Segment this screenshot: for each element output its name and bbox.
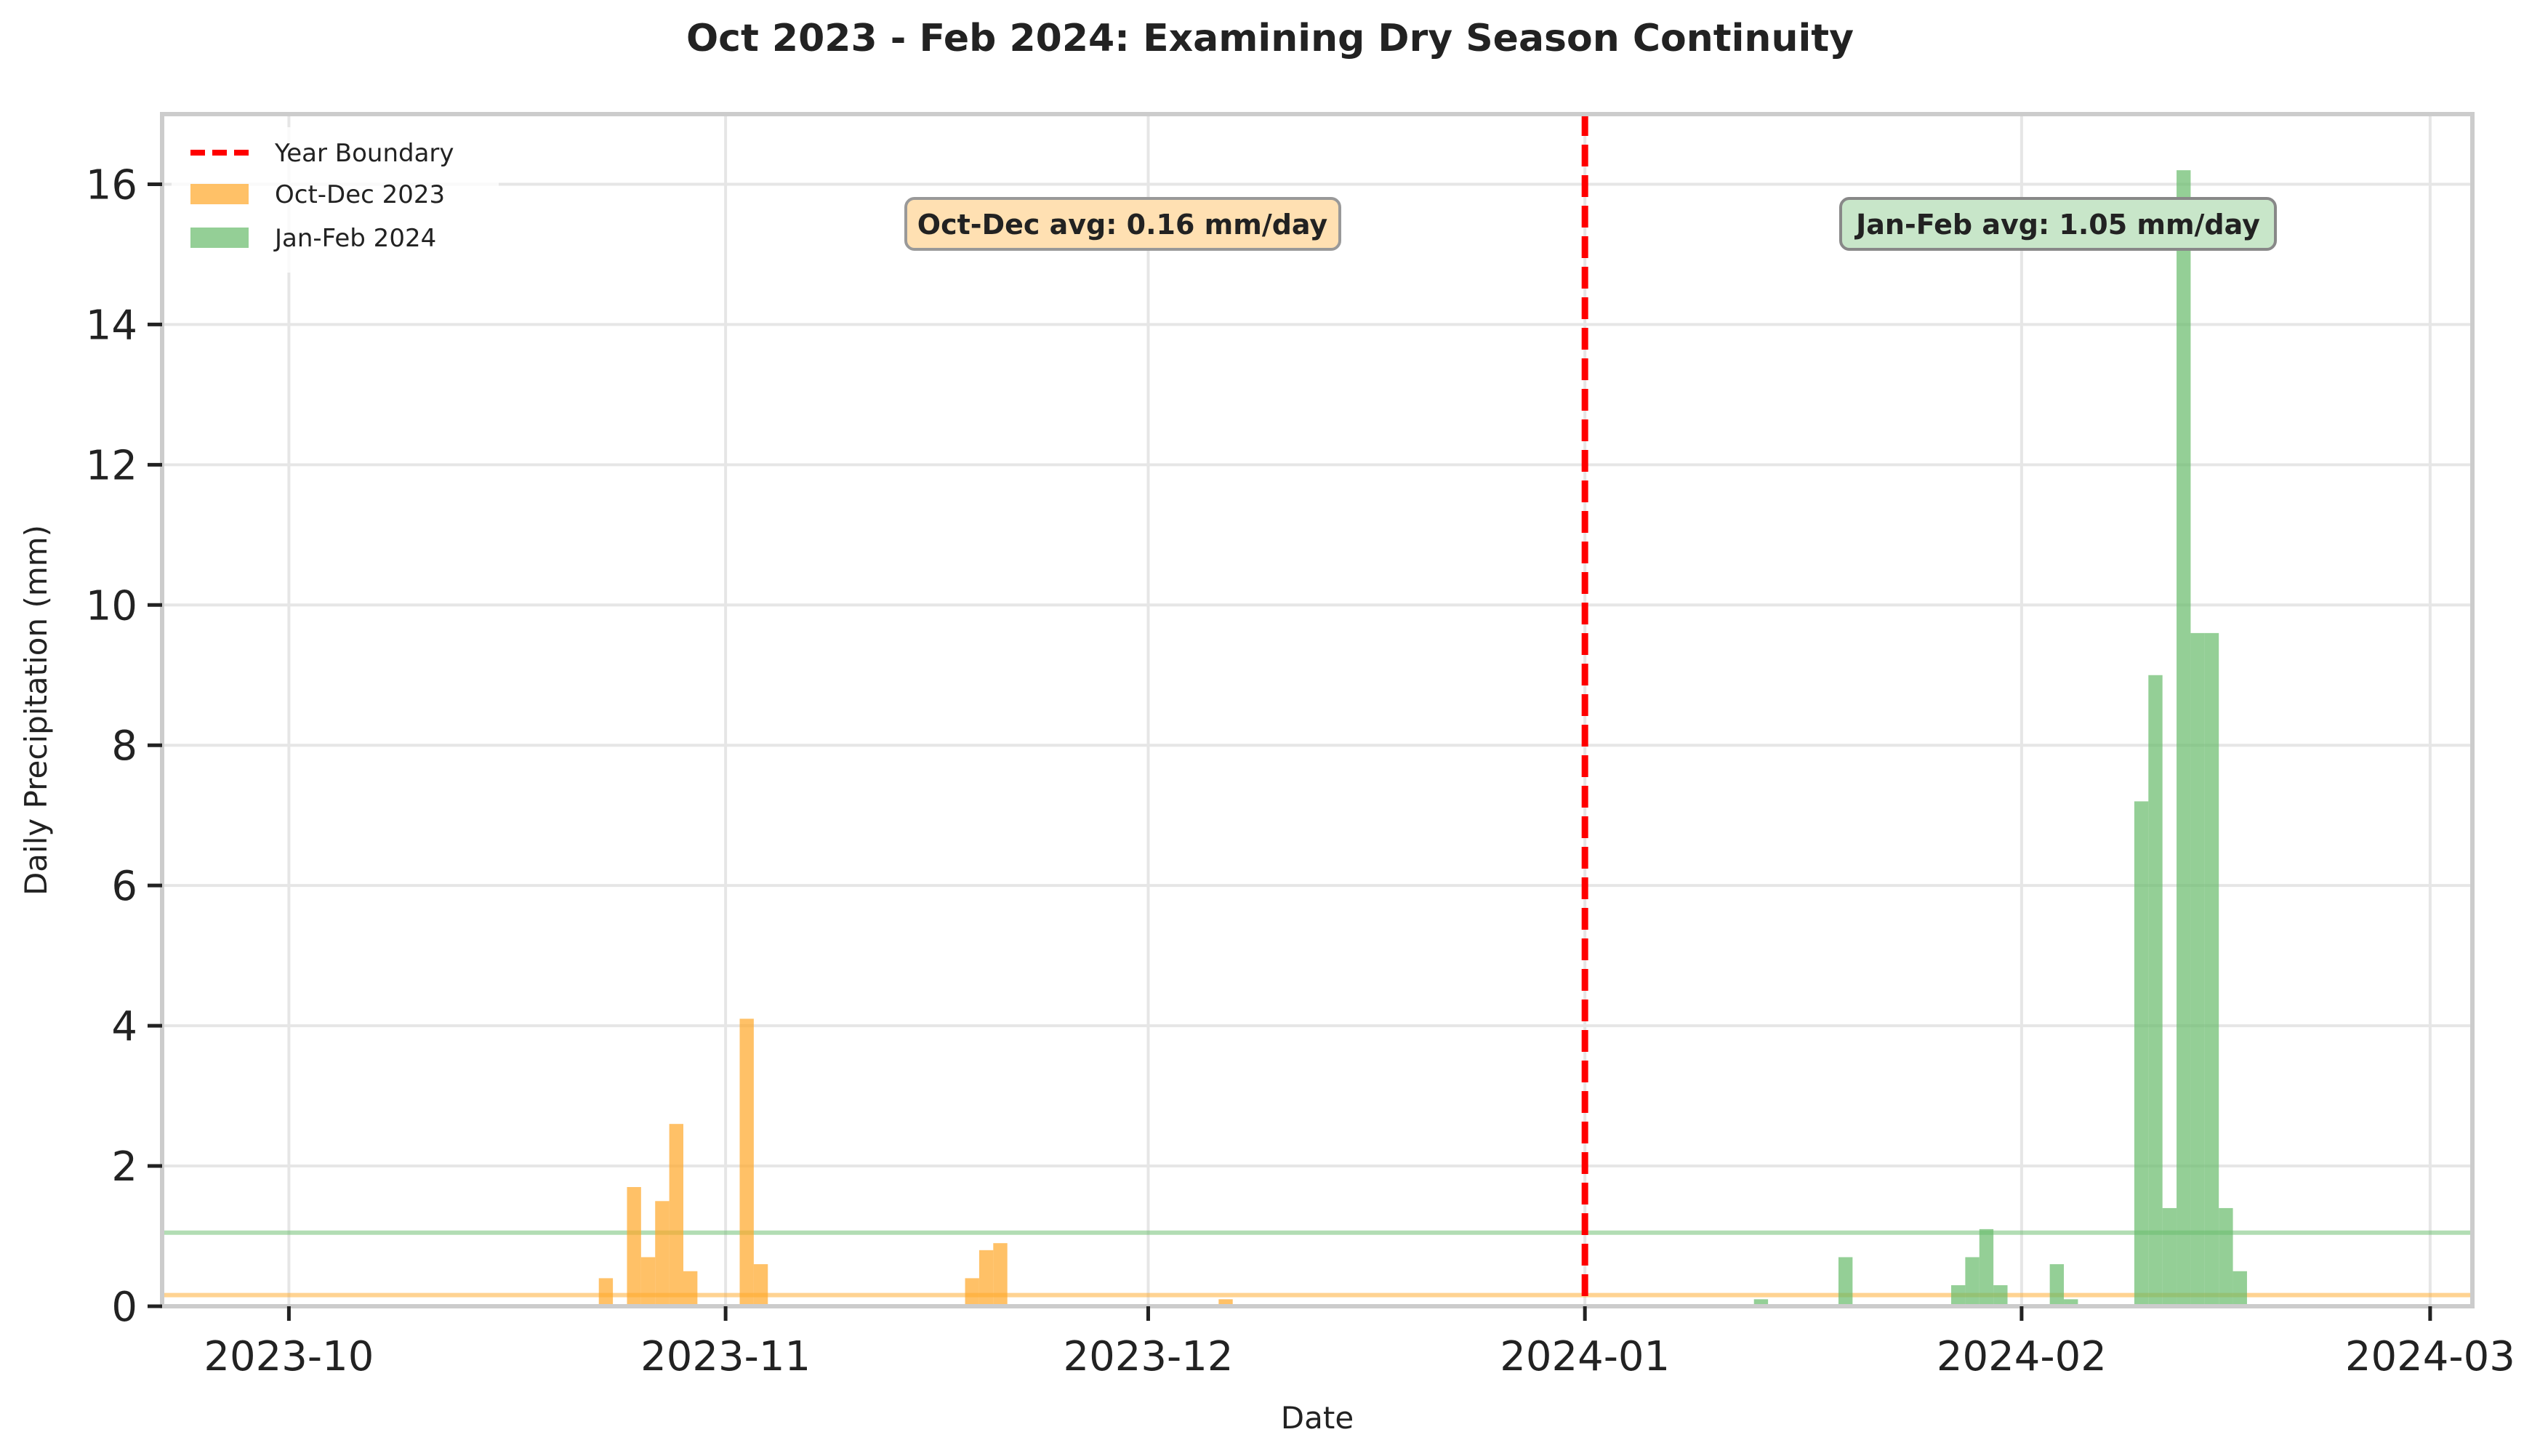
precip-bar xyxy=(2134,801,2149,1306)
y-tick-label: 12 xyxy=(86,442,137,489)
precip-bar xyxy=(1965,1257,1980,1306)
precip-bar xyxy=(2049,1264,2065,1306)
legend-swatch-jan-feb xyxy=(190,228,249,248)
annotation-jan-feb: Jan-Feb avg: 1.05 mm/day xyxy=(1839,197,2277,251)
precip-bar xyxy=(669,1124,683,1306)
precip-bar xyxy=(1753,1299,1769,1306)
precip-bar xyxy=(2204,632,2219,1306)
y-tick-label: 10 xyxy=(86,582,137,630)
annotation-jan-feb-text: Jan-Feb avg: 1.05 mm/day xyxy=(1854,209,2260,241)
legend: Year Boundary Oct-Dec 2023 Jan-Feb 2024 xyxy=(172,127,499,273)
y-axis-ticks: 0 2 4 6 8 10 12 14 16 xyxy=(86,161,162,1331)
precip-bar xyxy=(978,1250,994,1306)
average-lines xyxy=(162,1230,2472,1298)
precip-bar xyxy=(965,1278,979,1306)
precip-bar xyxy=(753,1264,768,1306)
annotation-oct-dec: Oct-Dec avg: 0.16 mm/day xyxy=(904,197,1341,251)
precip-bar xyxy=(739,1018,754,1306)
precip-bar xyxy=(993,1243,1008,1306)
precip-bar xyxy=(1979,1228,1994,1306)
chart-title: Oct 2023 - Feb 2024: Examining Dry Seaso… xyxy=(686,17,1854,60)
y-tick-label: 8 xyxy=(111,723,137,770)
precip-bar xyxy=(2232,1271,2247,1306)
plot-frame xyxy=(160,112,2475,1308)
y-tick-label: 6 xyxy=(111,863,137,910)
x-axis-label: Date xyxy=(1281,1400,1354,1436)
y-tick-label: 14 xyxy=(86,302,137,349)
x-axis-ticks: 2023-10 2023-11 2023-12 2024-01 2024-02 2024-… xyxy=(204,1306,2515,1380)
precip-bar xyxy=(2219,1207,2233,1306)
legend-label-oct-dec: Oct-Dec 2023 xyxy=(275,180,445,209)
annotation-oct-dec-text: Oct-Dec avg: 0.16 mm/day xyxy=(917,209,1328,241)
y-tick-label: 16 xyxy=(86,161,137,209)
legend-label-jan-feb: Jan-Feb 2024 xyxy=(273,224,436,253)
precip-bar xyxy=(1218,1299,1233,1306)
precip-bar xyxy=(1993,1285,2008,1306)
precip-bar xyxy=(2162,1207,2177,1306)
x-tick-label: 2024-02 xyxy=(1937,1333,2107,1380)
precip-bar xyxy=(2190,632,2205,1306)
precip-bar xyxy=(640,1257,656,1306)
x-tick-label: 2023-12 xyxy=(1063,1333,1233,1380)
precip-bar xyxy=(2148,675,2163,1306)
y-tick-label: 0 xyxy=(111,1284,137,1331)
y-tick-label: 2 xyxy=(111,1143,137,1191)
precip-bar xyxy=(627,1187,641,1306)
x-tick-label: 2024-03 xyxy=(2345,1333,2515,1380)
grid-lines xyxy=(162,114,2472,1308)
x-tick-label: 2023-11 xyxy=(640,1333,811,1380)
precip-bar xyxy=(1951,1285,1966,1306)
y-tick-label: 4 xyxy=(111,1003,137,1050)
x-tick-label: 2024-01 xyxy=(1500,1333,1670,1380)
x-tick-label: 2023-10 xyxy=(204,1333,374,1380)
y-axis-label: Daily Precipitation (mm) xyxy=(18,525,54,896)
legend-label-year-boundary: Year Boundary xyxy=(274,139,454,168)
precip-bar xyxy=(2064,1299,2078,1306)
precip-bar xyxy=(1838,1257,1853,1306)
bars xyxy=(598,170,2247,1306)
precip-bar xyxy=(655,1201,670,1306)
precip-bar xyxy=(598,1278,614,1306)
precip-bar xyxy=(2177,170,2191,1306)
precip-bar xyxy=(683,1271,698,1306)
legend-swatch-oct-dec xyxy=(190,184,249,204)
